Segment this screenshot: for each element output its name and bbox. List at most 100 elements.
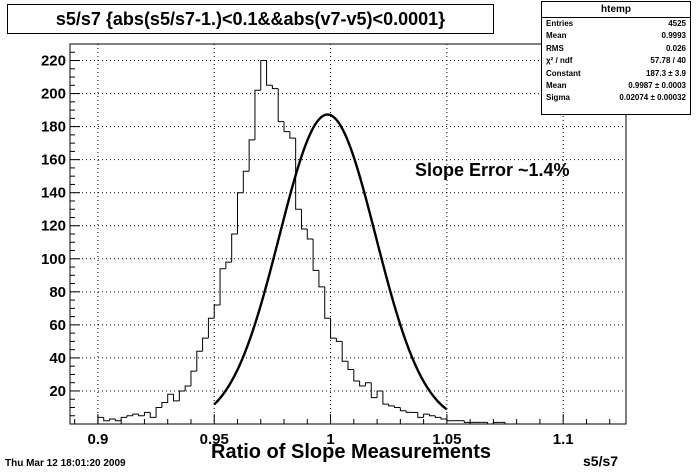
histogram-bin	[405, 410, 412, 413]
histogram-bin	[266, 60, 273, 86]
stats-row: Mean 0.9993	[542, 30, 690, 42]
stats-label: RMS	[546, 43, 564, 53]
y-tick-label: 180	[41, 119, 66, 136]
x-tick-label: 1	[326, 431, 334, 448]
histogram-bin	[126, 415, 133, 418]
histogram-bin	[399, 407, 407, 412]
histogram-bin	[283, 121, 290, 133]
axis-ticks	[70, 51, 611, 424]
x-tick-label: 1.05	[432, 431, 461, 448]
histogram-bin	[318, 270, 325, 288]
histogram-bin	[376, 390, 383, 398]
y-tick-label: 120	[41, 218, 66, 235]
histogram-bin	[143, 411, 151, 416]
histogram-bin	[324, 286, 331, 319]
histogram-bin	[114, 419, 122, 422]
histogram-bin	[463, 420, 471, 423]
stats-box: htemp Entries 4525 Mean 0.9993 RMS 0.026 χ²…	[541, 1, 691, 115]
histogram-bin	[103, 417, 110, 422]
histogram-bin	[207, 317, 215, 339]
y-tick-label: 20	[49, 383, 66, 400]
histogram-bin	[178, 390, 186, 401]
stats-row: Constant 187.3 ± 3.9	[542, 68, 690, 80]
histogram-bin	[202, 337, 209, 352]
histogram-bin	[196, 350, 203, 372]
histogram-bin	[341, 341, 348, 362]
stats-row: χ² / ndf 57.78 / 40	[542, 55, 690, 67]
stats-value: 57.78 / 40	[650, 56, 686, 66]
histogram-bin	[120, 416, 127, 421]
histogram-bin	[335, 338, 343, 342]
y-tick-label: 160	[41, 152, 66, 169]
histogram-bin	[109, 418, 116, 421]
histogram-bin	[364, 382, 372, 386]
stats-row: Mean 0.9987 ± 0.0003	[542, 80, 690, 92]
y-tick-label: 100	[41, 251, 66, 268]
stats-row: RMS 0.026	[542, 43, 690, 55]
stats-label: Constant	[546, 68, 581, 78]
histogram-bin	[388, 404, 395, 407]
x-tick-label: 0.9	[87, 431, 108, 448]
histogram-bin	[173, 394, 180, 402]
stats-value: 4525	[668, 19, 686, 28]
histogram-bin	[167, 393, 174, 403]
x-tick-label: 0.95	[200, 431, 229, 448]
x-axis-unit: s5/s7	[583, 453, 619, 469]
stats-label: χ² / ndf	[546, 56, 573, 66]
histogram-bin	[359, 381, 366, 387]
x-axis-label: Ratio of Slope Measurements	[211, 441, 492, 463]
histogram-bin	[219, 268, 226, 306]
stats-value: 0.9987 ± 0.0003	[628, 80, 686, 90]
gaussian-fit-curve	[213, 113, 448, 411]
tick-labels: 0.9 0.95 1 1.05 1.1 20 40 60 80 100 120 140 160 180 20…	[41, 53, 574, 448]
stats-value: 0.02074 ± 0.00032	[619, 93, 686, 103]
histogram-bin	[149, 412, 157, 418]
histogram-bin	[184, 385, 191, 391]
stats-row: Entries 4525	[542, 18, 690, 30]
histogram-bin	[277, 88, 285, 123]
histogram-bin	[370, 382, 378, 399]
stats-value: 187.3 ± 3.9	[646, 68, 686, 78]
slope-error-annotation: Slope Error ~1.4%	[415, 160, 570, 180]
histogram-bin	[440, 417, 447, 420]
y-tick-label: 200	[41, 86, 66, 103]
histogram-bin	[353, 369, 360, 382]
histogram-bin	[330, 318, 337, 339]
y-tick-label: 220	[41, 53, 66, 70]
histogram-bins	[97, 60, 506, 425]
histogram-bin	[231, 233, 238, 263]
histogram-bin	[446, 419, 453, 422]
histogram-bin	[138, 414, 145, 417]
histogram-bin	[271, 85, 279, 90]
x-tick-label: 1.1	[553, 431, 574, 448]
histogram-bin	[289, 131, 296, 139]
histogram-bin	[347, 361, 354, 370]
histogram-bin	[254, 89, 261, 140]
histogram-bin	[236, 192, 244, 234]
stats-value: 0.9993	[661, 31, 686, 41]
stats-label: Sigma	[546, 93, 571, 103]
y-tick-label: 80	[49, 284, 66, 301]
stats-label: Mean	[546, 80, 567, 90]
histogram-bin	[417, 412, 424, 418]
stats-value: 0.026	[665, 43, 686, 53]
histogram-bin	[132, 413, 139, 416]
y-tick-label: 60	[49, 317, 66, 334]
stats-label: Mean	[546, 31, 567, 41]
histogram-bin	[394, 405, 401, 408]
histogram-bin	[190, 370, 197, 386]
histogram-bin	[295, 138, 302, 210]
histogram-bin	[306, 229, 314, 240]
histogram-bin	[161, 402, 168, 408]
histogram-bin	[248, 139, 255, 172]
stats-label: Entries	[546, 19, 574, 28]
grid-lines	[70, 44, 626, 424]
histogram-bin	[434, 415, 442, 418]
chart-title: s5/s7 {abs(s5/s7-1.)<0.1&&abs(v7-v5)<0.0…	[7, 4, 494, 34]
histogram-bin	[300, 209, 308, 230]
histogram-bin	[242, 170, 250, 193]
histogram-bin	[97, 416, 104, 424]
histogram-bin	[155, 406, 162, 418]
histogram-bin	[260, 60, 267, 91]
